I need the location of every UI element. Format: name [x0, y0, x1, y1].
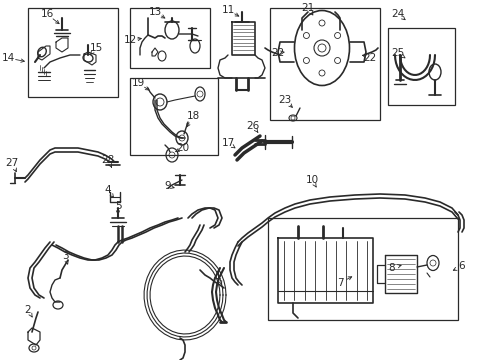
- Text: 3: 3: [62, 251, 68, 261]
- Text: 25: 25: [392, 48, 405, 58]
- Text: 22: 22: [364, 53, 377, 63]
- Text: 18: 18: [186, 111, 199, 121]
- Text: 8: 8: [389, 263, 395, 273]
- Text: 13: 13: [148, 7, 162, 17]
- Bar: [270, 8, 380, 120]
- Text: 4: 4: [105, 185, 111, 195]
- Text: 23: 23: [278, 95, 292, 105]
- Text: 22: 22: [271, 48, 285, 58]
- Bar: [268, 218, 458, 320]
- Bar: [28, 8, 118, 97]
- Bar: [388, 28, 455, 105]
- Text: 20: 20: [176, 143, 190, 153]
- Text: 16: 16: [40, 9, 53, 19]
- Bar: [130, 8, 210, 68]
- Text: 10: 10: [305, 175, 318, 185]
- Text: 5: 5: [115, 201, 122, 211]
- Text: 11: 11: [221, 5, 235, 15]
- Text: 17: 17: [221, 138, 235, 148]
- Bar: [130, 78, 218, 155]
- Text: 28: 28: [101, 155, 115, 165]
- Text: 14: 14: [1, 53, 15, 63]
- Text: 2: 2: [24, 305, 31, 315]
- Text: 6: 6: [459, 261, 466, 271]
- Text: 1: 1: [215, 271, 221, 281]
- Text: 9: 9: [165, 181, 172, 191]
- Text: 12: 12: [123, 35, 137, 45]
- Text: 27: 27: [5, 158, 19, 168]
- Text: 7: 7: [337, 278, 343, 288]
- Text: 21: 21: [301, 3, 315, 13]
- Text: 15: 15: [89, 43, 102, 53]
- Text: 19: 19: [131, 78, 145, 88]
- Text: 24: 24: [392, 9, 405, 19]
- Text: 26: 26: [246, 121, 260, 131]
